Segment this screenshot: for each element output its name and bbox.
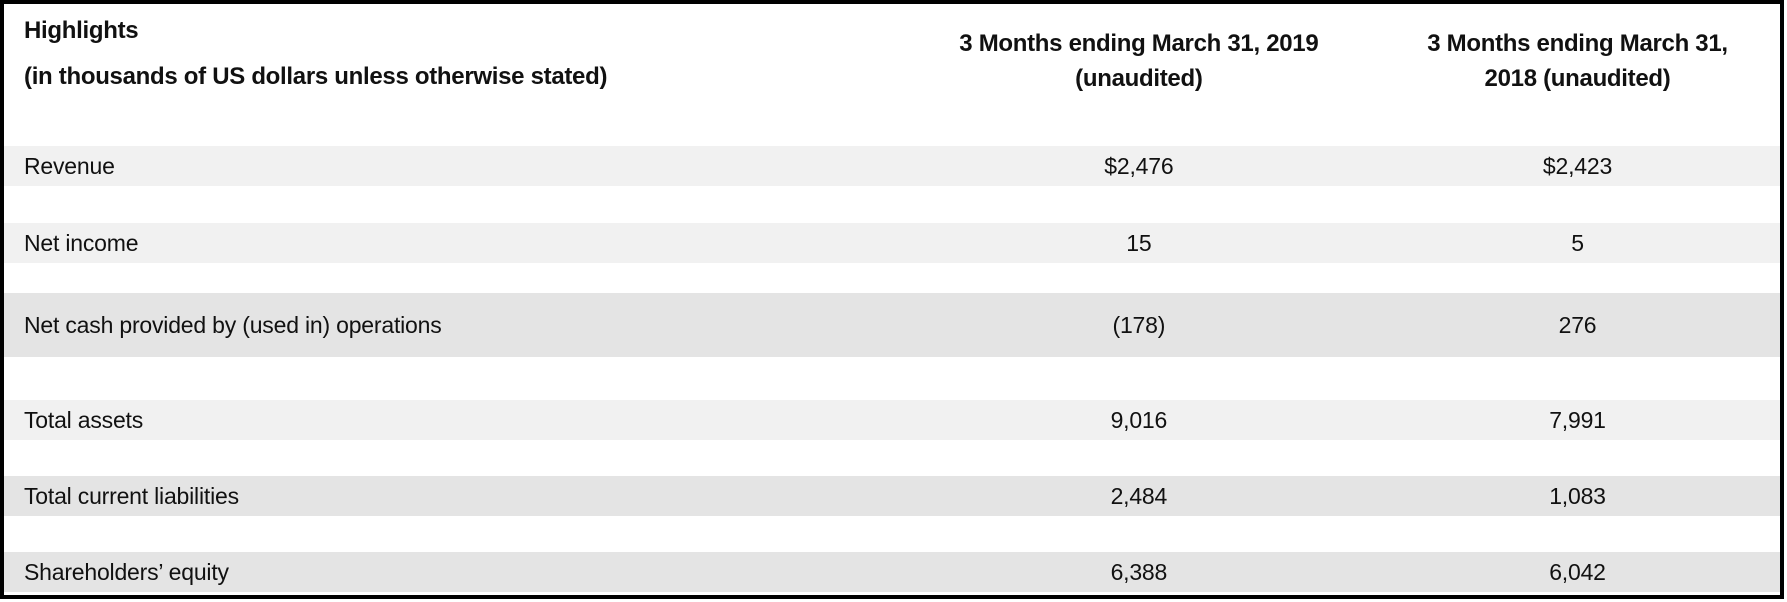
table-row-revenue: Revenue $2,476 $2,423: [4, 146, 1780, 186]
table-row-total-current-liabilities: Total current liabilities 2,484 1,083: [4, 476, 1780, 516]
cell-liabilities-2018: 1,083: [1549, 482, 1606, 509]
row-label: Net cash provided by (used in) operation…: [24, 311, 442, 338]
row-label: Total current liabilities: [24, 482, 239, 509]
cell-total-assets-2019: 9,016: [1110, 406, 1168, 433]
col-header-2019: 3 Months ending March 31, 2019 (unaudite…: [903, 4, 1375, 146]
col-header-2019-line2: (unaudited): [1075, 65, 1203, 92]
table-row-net-income: Net income 15 5: [4, 223, 1780, 263]
row-label: Shareholders’ equity: [24, 558, 229, 585]
col-header-2018-line1: 3 Months ending March 31,: [1427, 30, 1728, 57]
table-row-total-assets: Total assets 9,016 7,991: [4, 400, 1780, 440]
cell-net-income-2019: 15: [1126, 229, 1152, 256]
table-row-shareholders-equity: Shareholders’ equity 6,388 6,042: [4, 552, 1780, 592]
table-subtitle: (in thousands of US dollars unless other…: [24, 63, 608, 90]
col-header-2018: 3 Months ending March 31, 2018 (unaudite…: [1375, 4, 1780, 146]
table-title: Highlights: [24, 17, 139, 44]
row-label: Total assets: [24, 406, 144, 433]
cell-equity-2019: 6,388: [1110, 558, 1168, 585]
cell-net-cash-2019: (178): [1112, 311, 1166, 338]
cell-total-assets-2018: 7,991: [1549, 406, 1606, 433]
cell-revenue-2019: $2,476: [1104, 152, 1174, 179]
table-header-row: Highlights (in thousands of US dollars u…: [4, 4, 1780, 146]
cell-net-income-2018: 5: [1571, 229, 1584, 256]
row-label: Net income: [24, 229, 139, 256]
table-row-net-cash-operations: Net cash provided by (used in) operation…: [4, 293, 1780, 357]
cell-liabilities-2019: 2,484: [1110, 482, 1168, 509]
col-header-2019-line1: 3 Months ending March 31, 2019: [959, 30, 1319, 57]
col-header-2018-line2: 2018 (unaudited): [1484, 65, 1671, 92]
row-label: Revenue: [24, 152, 115, 179]
table-header-left: Highlights (in thousands of US dollars u…: [4, 4, 903, 146]
cell-net-cash-2018: 276: [1558, 311, 1597, 338]
cell-equity-2018: 6,042: [1549, 558, 1606, 585]
cell-revenue-2018: $2,423: [1542, 152, 1613, 179]
